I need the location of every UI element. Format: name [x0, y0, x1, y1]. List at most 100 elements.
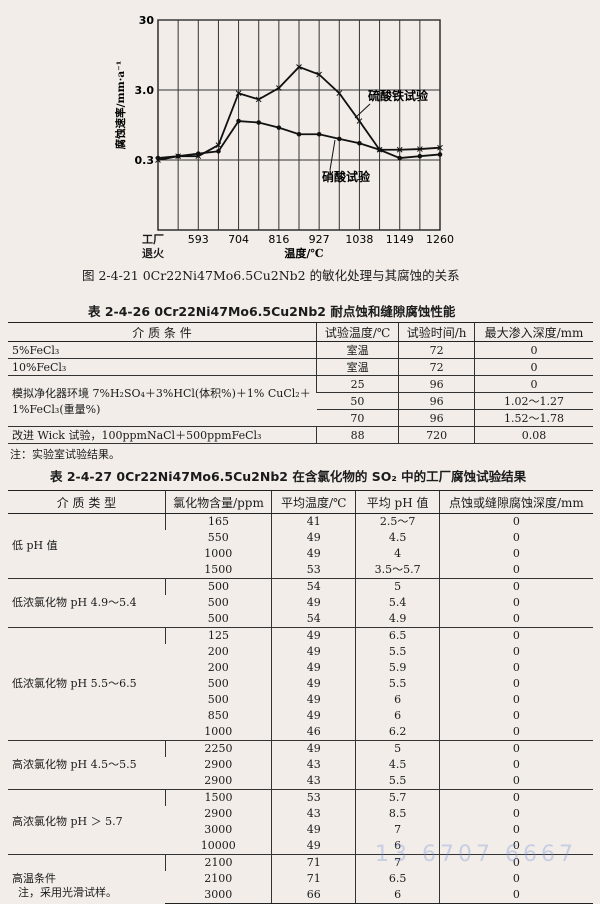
cell: 0	[438, 692, 593, 708]
table-row: 低浓氯化物 pH 5.5～6.5 125 49 6.5 0	[8, 627, 593, 741]
cell: 室温	[315, 358, 399, 376]
cell: 5.9	[355, 660, 440, 676]
column-header: 最大渗入深度/mm	[474, 322, 593, 342]
cell: 850	[207, 709, 229, 722]
table-row: 3000 49 7 0	[8, 822, 593, 838]
medium-type: 高浓氯化物 pH 4.5～5.5	[8, 740, 166, 790]
cell: 0	[438, 757, 593, 773]
data-point-dot	[256, 120, 262, 125]
cell: 96	[398, 375, 475, 393]
cell: 25	[315, 375, 399, 393]
cell: 125	[164, 627, 272, 644]
y-axis-label: 腐蚀速率/mm·a⁻¹	[114, 61, 127, 150]
column-header: 氯化物含量/ppm	[164, 490, 272, 514]
x-axis-label: 温度/℃	[284, 246, 323, 260]
x-tick-label: 工厂退火	[142, 233, 164, 260]
cell: 550	[207, 531, 229, 544]
marker	[336, 90, 343, 97]
cell: 500	[207, 612, 229, 625]
cell: 4.9	[355, 611, 440, 628]
data-point-dot	[175, 153, 181, 159]
cell: 54	[271, 578, 356, 595]
table-row: 200 49 5.9 0	[8, 660, 593, 676]
x-tick-label: 927	[309, 233, 330, 246]
cell: 0	[438, 773, 593, 790]
leader-line	[354, 103, 371, 119]
cell: 0	[474, 341, 593, 359]
data-point-dot	[397, 155, 403, 161]
data-point-x	[437, 144, 443, 151]
cell: 41	[271, 513, 356, 530]
cell: 6	[355, 838, 440, 855]
marker	[255, 96, 262, 103]
table-row: 2900 43 8.5 0	[8, 806, 593, 822]
cell: 4	[355, 546, 440, 562]
table-row: 高浓氯化物 pH 4.5～5.5 2250 49 5 0	[8, 740, 593, 790]
cell: 0	[438, 595, 593, 611]
data-point-x	[336, 90, 343, 97]
cell: 0	[438, 546, 593, 562]
table2-title: 表 2-4-27 0Cr22Ni47Mo6.5Cu2Nb2 在含氯化物的 SO₂…	[50, 469, 527, 484]
cell: 49	[271, 740, 356, 757]
table-row: 850 49 6 0	[8, 708, 593, 724]
data-point-x	[396, 146, 403, 153]
cell: 5.7	[355, 789, 440, 806]
cell: 1500	[204, 563, 233, 576]
cell: 0	[438, 789, 593, 806]
leader-line	[329, 139, 336, 171]
cell: 5	[355, 740, 440, 757]
cell: 49	[271, 595, 356, 611]
cell: 5	[355, 578, 440, 595]
y-tick-label: 30	[139, 14, 155, 27]
cell: 2900	[204, 807, 233, 820]
medium-condition: 10%FeCl₃	[8, 358, 317, 376]
data-point-x	[276, 85, 282, 91]
table-row: 200 49 5.5 0	[8, 644, 593, 660]
cell: 2100	[204, 872, 233, 885]
cell: 0.08	[474, 426, 593, 444]
cell: 43	[271, 773, 356, 790]
pitting-crevice-table: 介 质 条 件试验温度/℃ 试验时间/h 最大渗入深度/mm 5%FeCl₃ 室温 72…	[8, 322, 593, 444]
cell: 2250	[164, 740, 272, 757]
table-row: 模拟净化器环境 7%H₂SO₄＋3%HCl(体积%)＋1% CuCl₂＋1%Fe…	[8, 375, 593, 427]
cell: 43	[271, 806, 356, 822]
cell: 49	[271, 838, 356, 855]
data-point-x	[296, 64, 302, 70]
table-row: 10%FeCl₃ 室温 72 0	[8, 358, 593, 376]
cell: 54	[271, 611, 356, 628]
cell: 6	[355, 692, 440, 708]
table-row: 70 96 1.52～1.78	[8, 409, 593, 427]
cell: 165	[164, 513, 272, 530]
cell: 3000	[204, 823, 233, 836]
marker	[437, 144, 443, 151]
marker	[276, 85, 282, 91]
cell: 5.5	[355, 773, 440, 790]
cell: 6	[355, 887, 440, 904]
cell: 43	[271, 757, 356, 773]
series-label: 硝酸试验	[322, 169, 371, 184]
cell: 4.5	[355, 757, 440, 773]
cell: 2900	[204, 758, 233, 771]
x-tick-label: 1038	[345, 233, 373, 246]
cell: 5.5	[355, 676, 440, 692]
marker	[215, 142, 222, 148]
cell: 1500	[164, 789, 272, 806]
data-point-dot	[316, 131, 322, 137]
plant-corrosion-table: 介 质 类 型氯化物含量/ppm 平均温度/℃ 平均 pH 值点蚀或缝隙腐蚀深度/m…	[8, 490, 593, 904]
cell: 0	[438, 562, 593, 579]
watermark: 13 6707 6667	[375, 842, 577, 867]
cell: 2.5～7	[355, 513, 440, 530]
medium-type: 低浓氯化物 pH 4.9～5.4	[8, 578, 166, 628]
cell: 10000	[200, 839, 236, 852]
table-row: 1000 49 4 0	[8, 546, 593, 562]
column-header: 试验时间/h	[398, 322, 475, 342]
cell: 0	[474, 375, 593, 393]
table-row: 2100 71 6.5 0	[8, 871, 593, 887]
cell: 88	[315, 426, 399, 444]
cell: 49	[271, 708, 356, 724]
column-header: 平均温度/℃	[271, 490, 356, 514]
cell: 5.4	[355, 595, 440, 611]
cell: 96	[398, 409, 475, 427]
data-point-dot	[437, 152, 443, 157]
cell: 500	[164, 578, 272, 595]
